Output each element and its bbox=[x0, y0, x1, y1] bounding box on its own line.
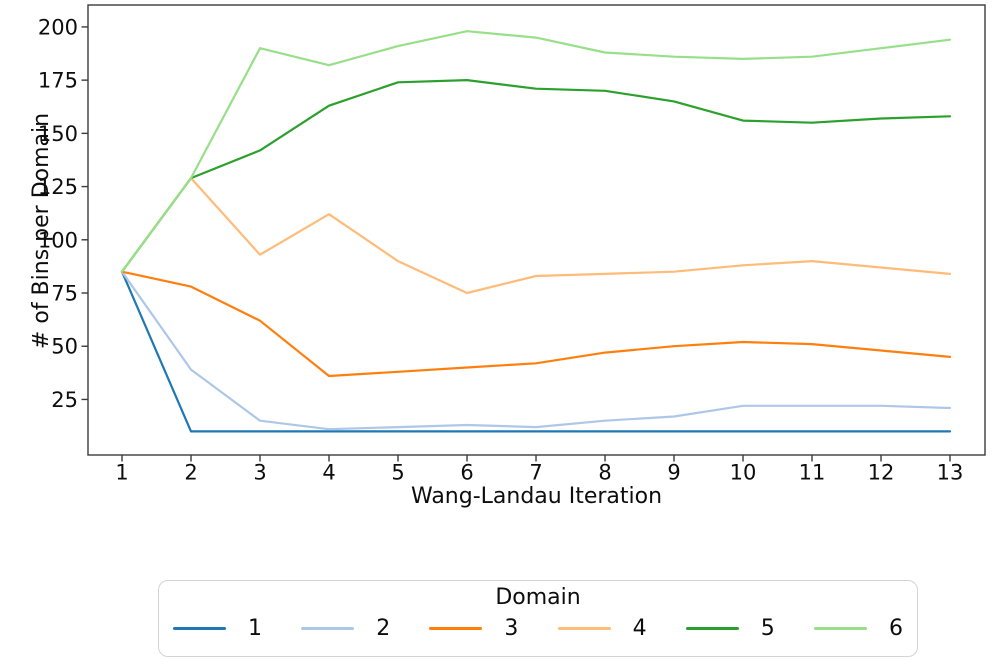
plot-border bbox=[87, 4, 986, 456]
legend-line-swatch-1 bbox=[173, 627, 226, 630]
legend-item-label: 1 bbox=[248, 616, 262, 641]
y-tick-label: 125 bbox=[38, 175, 78, 199]
y-axis-label: # of Bins per Domain bbox=[29, 112, 54, 350]
y-tick-label: 150 bbox=[38, 122, 78, 146]
x-tick-label: 13 bbox=[937, 461, 964, 485]
series-line-6 bbox=[120, 30, 952, 273]
series-line-5 bbox=[120, 78, 952, 273]
legend-line-swatch-2 bbox=[301, 627, 355, 630]
y-tick-label: 200 bbox=[38, 15, 78, 39]
y-tick-label: 75 bbox=[51, 282, 78, 306]
legend-items: 1 2 3 4 5 6 bbox=[159, 616, 917, 641]
series-line-2 bbox=[120, 270, 952, 431]
x-tick-label: 10 bbox=[730, 461, 757, 485]
x-tick-label: 2 bbox=[184, 461, 197, 485]
legend-item-2: 2 bbox=[301, 616, 390, 641]
legend-item-6: 6 bbox=[813, 616, 903, 641]
y-tick-label: 175 bbox=[38, 69, 78, 93]
legend-item-label: 3 bbox=[504, 616, 519, 641]
legend-line-swatch-5 bbox=[685, 627, 739, 630]
x-tick-label: 11 bbox=[799, 461, 826, 485]
x-tick-label: 7 bbox=[529, 461, 542, 485]
legend: Domain 1 2 3 4 5 6 bbox=[158, 580, 918, 657]
legend-line-swatch-4 bbox=[557, 627, 611, 630]
series-line-3 bbox=[120, 270, 952, 378]
legend-item-4: 4 bbox=[557, 616, 647, 641]
x-tick-label: 9 bbox=[667, 461, 680, 485]
x-tick-label: 8 bbox=[598, 461, 611, 485]
y-tick-label: 25 bbox=[51, 388, 78, 412]
series-line-4 bbox=[120, 177, 952, 295]
legend-item-5: 5 bbox=[685, 616, 775, 641]
legend-item-label: 5 bbox=[760, 616, 775, 641]
legend-item-label: 6 bbox=[888, 616, 903, 641]
x-tick-label: 12 bbox=[868, 461, 895, 485]
legend-item-label: 4 bbox=[632, 616, 647, 641]
y-tick-label: 50 bbox=[51, 335, 78, 359]
legend-item-3: 3 bbox=[429, 616, 518, 641]
x-tick-label: 3 bbox=[253, 461, 266, 485]
x-tick-label: 1 bbox=[115, 461, 128, 485]
legend-line-swatch-3 bbox=[429, 627, 483, 630]
x-tick-label: 6 bbox=[460, 461, 473, 485]
x-axis-label: Wang-Landau Iteration bbox=[410, 484, 663, 509]
x-tick-label: 5 bbox=[391, 461, 404, 485]
y-tick-label: 100 bbox=[38, 228, 78, 252]
legend-line-swatch-6 bbox=[813, 627, 867, 630]
legend-title: Domain bbox=[495, 585, 581, 610]
legend-item-label: 2 bbox=[376, 616, 391, 641]
series-line-1 bbox=[120, 270, 952, 433]
x-tick-label: 4 bbox=[322, 461, 335, 485]
legend-item-1: 1 bbox=[173, 616, 262, 641]
